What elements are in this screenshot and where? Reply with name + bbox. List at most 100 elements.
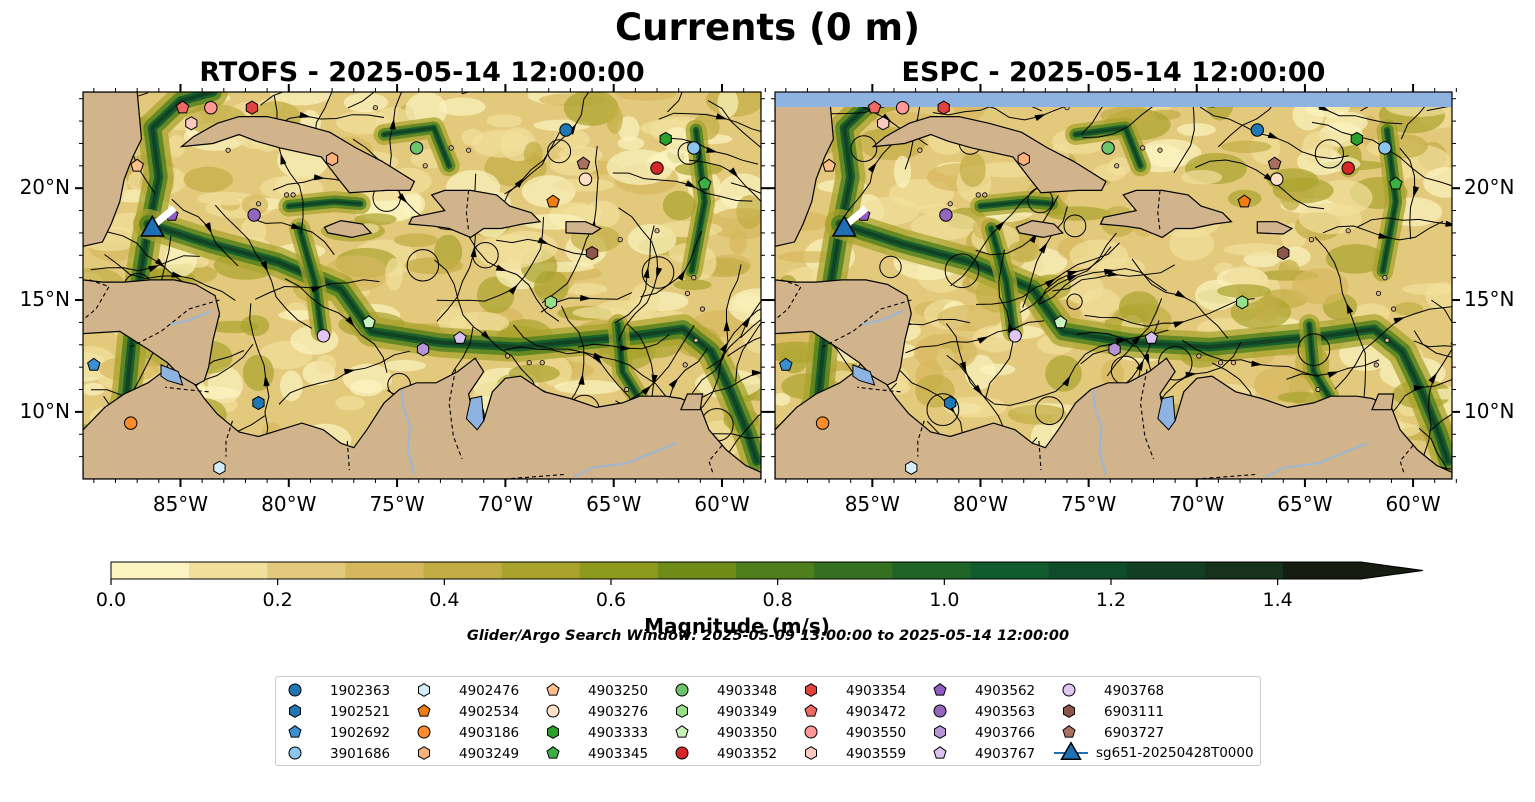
circle-marker-icon: [288, 683, 302, 697]
legend-label: 4903563: [975, 704, 1036, 720]
float-4903186: [124, 416, 138, 430]
legend-label: 4903767: [975, 746, 1036, 762]
lon-tick-label: 65°W: [586, 492, 642, 516]
float-4903250: [822, 158, 836, 172]
lon-tick-label: 75°W: [369, 492, 425, 516]
lon-tick-label: 70°W: [477, 492, 534, 516]
float-4903766: [1108, 342, 1121, 357]
circle-marker-icon: [933, 704, 947, 718]
lon-tick-label: 60°W: [1385, 492, 1441, 516]
legend-label: 4903276: [588, 704, 649, 720]
colorbar-tick-label: 0.8: [762, 589, 793, 611]
lon-tick-label: 60°W: [694, 492, 750, 516]
float-4903767: [1144, 330, 1159, 344]
lat-tick-label-right: 10°N: [1464, 398, 1515, 423]
float-1902692: [87, 357, 101, 371]
colorbar-label: Magnitude (m/s): [644, 614, 830, 638]
pentagon-marker-icon: [546, 746, 560, 759]
legend-label: 4903350: [717, 725, 778, 741]
float-3901686: [687, 141, 701, 155]
float-4903345: [697, 176, 712, 190]
float-4902476: [905, 460, 918, 475]
float-4902534: [1237, 194, 1252, 208]
hexagon-marker-icon: [418, 746, 430, 760]
land: [83, 92, 761, 479]
circle-marker-icon: [675, 683, 689, 697]
legend-label: 4903333: [588, 725, 649, 741]
float-4903333: [659, 131, 672, 147]
float-4903276: [578, 172, 593, 186]
pentagon-marker-icon: [675, 725, 689, 738]
lon-tick-label: 65°W: [1277, 492, 1333, 516]
hexagon-marker-icon: [805, 746, 817, 760]
map-frame: [774, 91, 1453, 480]
legend-label: 4903349: [717, 704, 778, 720]
circle-marker-icon: [546, 704, 560, 718]
legend-label: 4903186: [459, 725, 520, 741]
legend-label: 1902363: [330, 683, 391, 699]
float-4902534: [546, 194, 560, 208]
float-4903352: [1341, 161, 1355, 175]
lat-tick-label-right: 15°N: [1464, 287, 1515, 312]
lon-tick-label: 80°W: [952, 492, 1009, 516]
float-4903333: [1350, 131, 1363, 147]
legend-label: 4903348: [717, 683, 778, 699]
float-4902476: [213, 460, 226, 475]
legend-label: sg651-20250428T0000: [1096, 745, 1254, 761]
float-4903550: [895, 101, 910, 115]
legend-label: 4902534: [459, 704, 520, 720]
float-6903111: [585, 246, 599, 261]
colorbar-bar: [110, 561, 1424, 585]
pentagon-marker-icon: [933, 683, 947, 696]
pentagon-marker-icon: [417, 704, 431, 717]
colorbar-tick-label: 1.2: [1095, 589, 1127, 611]
float-4903559: [877, 116, 890, 131]
legend-label: 6903727: [1104, 725, 1165, 741]
float-4903250: [130, 158, 144, 172]
colorbar-tick-label: 1.4: [1262, 589, 1293, 611]
hexagon-marker-icon: [547, 725, 559, 739]
float-4903768: [316, 329, 331, 343]
float-3901686: [1378, 141, 1392, 155]
legend-label: 3901686: [330, 746, 391, 762]
float-4903249: [326, 152, 339, 167]
float-4903472: [867, 100, 882, 114]
lon-tick-label: 85°W: [844, 492, 900, 516]
circle-marker-icon: [675, 746, 689, 760]
legend: 1902363 1902521 1902692 3901686 4902476 49025…: [275, 676, 1261, 766]
argo-floats: [779, 100, 1403, 475]
legend-label: 4903345: [588, 746, 649, 762]
float-4903559: [185, 116, 198, 131]
legend-label: 4903559: [846, 746, 907, 762]
hexagon-marker-icon: [934, 725, 946, 739]
float-4903472: [175, 100, 190, 114]
panel-title-rtofs: RTOFS - 2025-05-14 12:00:00: [199, 57, 645, 88]
circle-marker-icon: [804, 725, 818, 739]
float-1902363: [1250, 123, 1265, 137]
lon-tick-label: 80°W: [261, 492, 317, 516]
hexagon-marker-icon: [289, 704, 301, 718]
float-4903186: [815, 416, 830, 430]
circle-marker-icon: [417, 725, 431, 739]
lon-tick-label: 70°W: [1169, 492, 1225, 516]
float-6903727: [576, 156, 591, 170]
float-4903768: [1008, 329, 1022, 343]
map-panel-espc: [767, 84, 1460, 487]
hexagon-marker-icon: [1063, 704, 1075, 718]
pentagon-marker-icon: [288, 725, 302, 738]
map-ticks: [767, 84, 1460, 487]
hexagon-marker-icon: [418, 683, 430, 697]
legend-label: 1902521: [330, 704, 391, 720]
legend-label: 4903352: [717, 746, 778, 762]
legend-label: 4903766: [975, 725, 1036, 741]
float-4903345: [1389, 176, 1403, 190]
circle-marker-icon: [1062, 683, 1076, 697]
float-6903111: [1277, 246, 1290, 261]
circle-marker-icon: [288, 746, 302, 760]
legend-label: 4903472: [846, 704, 907, 720]
legend-label: 4903354: [846, 683, 907, 699]
float-4903563: [247, 208, 261, 222]
float-4903766: [416, 342, 430, 357]
hexagon-marker-icon: [676, 704, 688, 718]
